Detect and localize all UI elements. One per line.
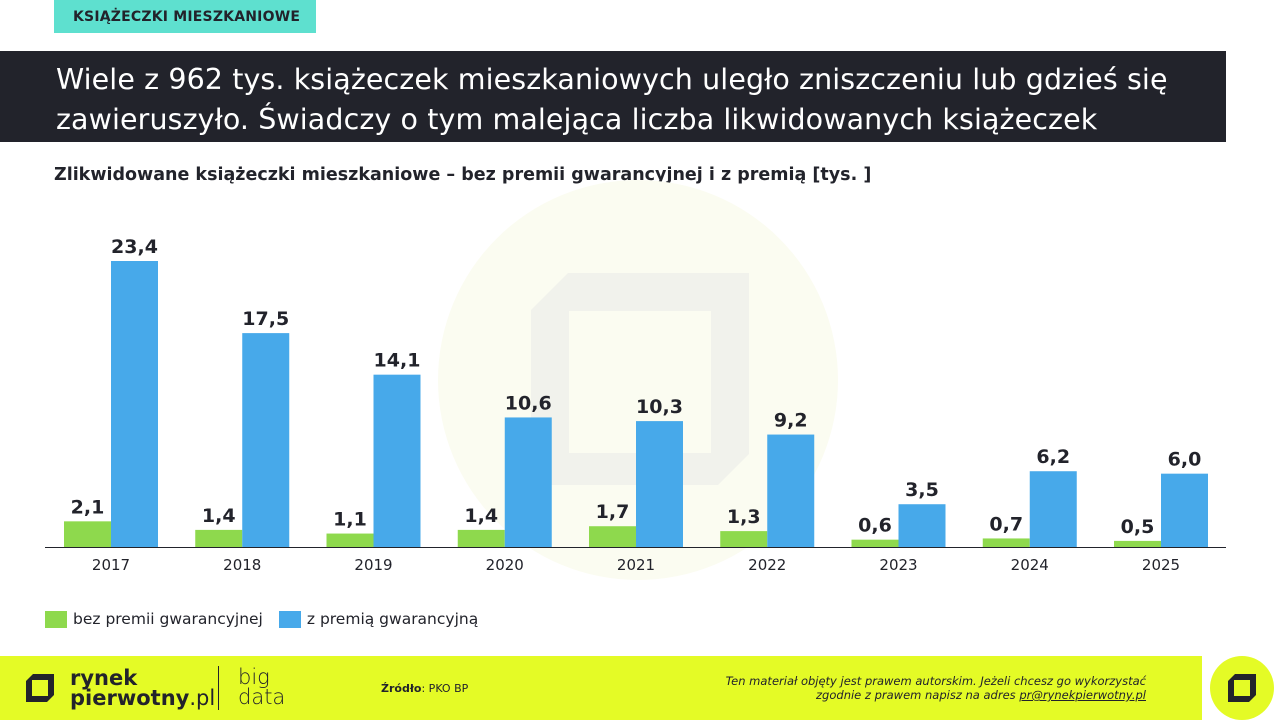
- data-label-premium-2018: 17,5: [242, 308, 289, 330]
- bar-no-premium-2022: [720, 531, 768, 547]
- x-tick-label-2024: 2024: [1011, 556, 1049, 574]
- brand-name-line-2: pierwotny.pl: [70, 687, 215, 709]
- data-label-no-premium-2021: 1,7: [596, 501, 630, 523]
- data-label-no-premium-2022: 1,3: [727, 506, 761, 528]
- big-data-line-1: big: [238, 665, 270, 689]
- data-label-premium-2025: 6,0: [1168, 449, 1202, 471]
- bar-premium-2018: [242, 333, 290, 547]
- copyright-email-link[interactable]: pr@rynekpierwotny.pl: [1019, 688, 1146, 702]
- bar-no-premium-2018: [195, 529, 243, 547]
- data-label-no-premium-2018: 1,4: [202, 505, 236, 527]
- copyright-note: Ten materiał objęty jest prawem autorski…: [726, 674, 1146, 702]
- bar-premium-2023: [898, 504, 946, 547]
- big-data-line-2: data: [238, 685, 286, 709]
- bar-chart: 2,1 23,4 2017 1,4 17,5 2018 1,1 14,1 2019 1,4 10,6…: [45, 236, 1226, 574]
- data-label-no-premium-2020: 1,4: [464, 505, 498, 527]
- bar-no-premium-2020: [457, 529, 505, 547]
- corner-logo-icon: [1228, 674, 1256, 702]
- bar-premium-2021: [636, 421, 683, 547]
- copyright-line-2: zgodnie z prawem napisz na adres pr@ryne…: [726, 688, 1146, 702]
- headline-line-2: zawieruszyło. Świadczy o tym malejąca li…: [56, 103, 1098, 136]
- data-label-premium-2023: 3,5: [905, 479, 939, 501]
- source-value: : PKO BP: [421, 682, 469, 695]
- corner-logo-badge: [1210, 656, 1274, 720]
- category-tag: KSIĄŻECZKI MIESZKANIOWE: [54, 0, 316, 33]
- copyright-line-1: Ten materiał objęty jest prawem autorski…: [725, 674, 1146, 688]
- bar-no-premium-2025: [1114, 540, 1161, 547]
- bar-premium-2022: [767, 434, 815, 547]
- bar-premium-2020: [504, 417, 552, 547]
- footer-bar: rynek pierwotny.pl big data Źródło: PKO …: [0, 656, 1202, 720]
- bar-no-premium-2024: [982, 538, 1030, 547]
- x-tick-label-2021: 2021: [617, 556, 655, 574]
- legend-swatch-blue: [278, 610, 301, 628]
- x-tick-label-2017: 2017: [92, 556, 130, 574]
- chart-title: Zlikwidowane książeczki mieszkaniowe – b…: [54, 165, 872, 185]
- source-label: Źródło: [381, 682, 422, 695]
- data-label-premium-2022: 9,2: [774, 410, 808, 432]
- brand-name-line-1: rynek: [70, 666, 138, 690]
- x-tick-label-2019: 2019: [354, 556, 392, 574]
- bar-premium-2025: [1161, 473, 1208, 547]
- bar-premium-2017: [111, 261, 158, 547]
- source-note: Źródło: PKO BP: [381, 682, 468, 695]
- data-label-no-premium-2024: 0,7: [989, 513, 1023, 535]
- data-label-no-premium-2023: 0,6: [858, 515, 892, 537]
- x-tick-label-2025: 2025: [1142, 556, 1180, 574]
- brand-name-suffix: .pl: [189, 686, 216, 710]
- legend-item-no-premium: bez premii gwarancyjnej: [45, 610, 263, 628]
- copyright-prefix: zgodnie z prawem napisz na adres: [816, 688, 1020, 702]
- brand-divider: [218, 666, 219, 710]
- legend-label-premium: z premią gwarancyjną: [306, 610, 479, 628]
- brand-logo-icon: [26, 674, 54, 702]
- headline-line-1: Wiele z 962 tys. książeczek mieszkaniowy…: [56, 63, 1168, 96]
- data-label-premium-2021: 10,3: [636, 396, 683, 418]
- data-label-premium-2020: 10,6: [505, 392, 552, 414]
- legend-label-no-premium: bez premii gwarancyjnej: [73, 610, 263, 628]
- data-label-premium-2019: 14,1: [374, 350, 421, 372]
- bar-no-premium-2019: [326, 533, 374, 547]
- brand-name-main: pierwotny: [70, 686, 190, 710]
- x-tick-label-2018: 2018: [223, 556, 261, 574]
- data-label-no-premium-2019: 1,1: [333, 509, 367, 531]
- data-label-premium-2024: 6,2: [1036, 446, 1070, 468]
- data-label-no-premium-2017: 2,1: [71, 496, 105, 518]
- bar-no-premium-2023: [851, 539, 899, 547]
- chart-legend: bez premii gwarancyjnej z premią gwaranc…: [45, 610, 494, 628]
- bar-premium-2024: [1029, 471, 1077, 547]
- headline-banner: Wiele z 962 tys. książeczek mieszkaniowy…: [0, 51, 1226, 142]
- x-tick-label-2023: 2023: [879, 556, 917, 574]
- bar-no-premium-2021: [589, 526, 636, 547]
- legend-swatch-green: [45, 610, 67, 628]
- data-label-no-premium-2025: 0,5: [1121, 516, 1155, 538]
- x-tick-label-2020: 2020: [486, 556, 524, 574]
- legend-item-premium: z premią gwarancyjną: [278, 610, 479, 628]
- data-label-premium-2017: 23,4: [111, 236, 158, 258]
- x-tick-label-2022: 2022: [748, 556, 786, 574]
- bar-premium-2019: [373, 374, 421, 547]
- bar-no-premium-2017: [64, 521, 111, 547]
